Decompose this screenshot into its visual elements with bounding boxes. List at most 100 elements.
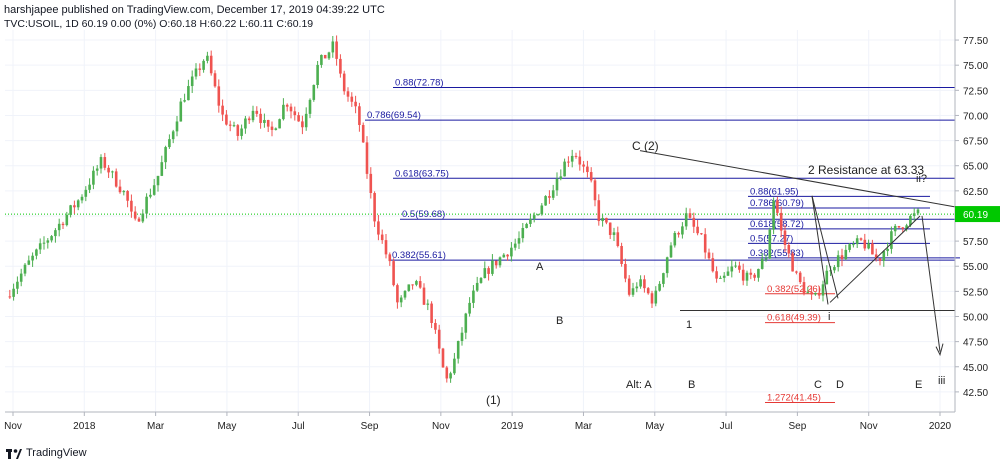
candle-body <box>99 157 103 169</box>
candle-body <box>456 341 460 359</box>
fib-level-label: 0.786(69.54) <box>367 110 421 121</box>
candle-body <box>817 292 821 296</box>
candle-body <box>529 218 532 224</box>
fib-level-label: 0.5(57.27) <box>750 233 793 244</box>
candle-body <box>342 73 346 92</box>
candle-body <box>312 84 316 100</box>
brand-name: TradingView <box>26 447 87 459</box>
wave-label: 1 <box>686 319 692 331</box>
candle-body <box>323 54 327 59</box>
x-tick-label: 2018 <box>73 421 96 432</box>
candle-body <box>426 303 430 305</box>
x-tick-label: Nov <box>4 421 22 432</box>
chart-header: harshjapee published on TradingView.com,… <box>4 3 385 31</box>
candle-body <box>407 284 411 291</box>
candle-body <box>821 284 825 296</box>
tradingview-brand[interactable]: TradingView <box>6 447 87 459</box>
wave-label: C (2) <box>632 139 659 153</box>
candle-body <box>502 254 506 258</box>
candle-body <box>19 273 23 282</box>
candle-body <box>551 190 555 198</box>
candle-body <box>650 293 654 304</box>
candle-body <box>810 292 813 295</box>
candle-body <box>126 191 129 201</box>
wave-label: iii <box>938 375 945 387</box>
y-tick-label: 67.50 <box>963 137 988 148</box>
candle-body <box>472 290 475 303</box>
candle-body <box>358 106 361 125</box>
candle-body <box>380 234 384 241</box>
price-axis[interactable]: 42.5045.0047.5050.0052.5055.0057.5060.00… <box>954 0 1000 412</box>
candle-body <box>346 91 350 97</box>
x-tick-label: 2020 <box>929 421 952 432</box>
y-tick-label: 72.50 <box>963 86 988 97</box>
candle-body <box>282 104 285 120</box>
x-tick-label: Mar <box>147 421 165 432</box>
candle-body <box>901 227 905 229</box>
y-tick-label: 52.50 <box>963 287 988 298</box>
x-tick-label: May <box>217 421 236 432</box>
candle-body <box>905 225 908 229</box>
candle-body <box>232 125 236 127</box>
candle-body <box>506 254 509 257</box>
candle-body <box>69 205 72 215</box>
candle-body <box>73 205 76 208</box>
candle-body <box>586 166 589 173</box>
candle-body <box>156 175 160 186</box>
candle-body <box>483 268 487 279</box>
candle-body <box>669 245 673 258</box>
candle-body <box>521 227 525 239</box>
candle-body <box>582 164 585 167</box>
candle-body <box>437 329 441 349</box>
fib-level-label: 0.618(58.72) <box>750 219 804 230</box>
trend-lines <box>639 150 956 357</box>
fib-level-label: 0.88(72.78) <box>395 78 444 89</box>
candle-body <box>783 230 787 246</box>
candle-body <box>760 258 764 269</box>
candle-body <box>183 100 186 102</box>
candle-body <box>916 209 920 214</box>
candle-body <box>912 213 916 216</box>
candles <box>8 35 920 383</box>
candle-body <box>605 217 608 223</box>
candle-body <box>802 282 806 294</box>
candle-body <box>418 281 422 288</box>
candle-body <box>137 218 141 222</box>
wave-label: (1) <box>486 393 501 407</box>
candle-body <box>130 200 133 212</box>
x-tick-label: Jul <box>292 421 305 432</box>
time-axis[interactable]: Nov 2018 Mar May Jul Sep Nov 2019 Mar May Jul Sep No… <box>4 411 955 432</box>
candle-body <box>266 119 270 127</box>
candle-body <box>293 111 297 116</box>
candle-body <box>16 281 19 289</box>
candle-body <box>852 244 855 246</box>
candle-body <box>745 272 749 281</box>
candle-body <box>848 244 851 250</box>
wave-label: 2 Resistance at 63.33 <box>808 163 924 177</box>
candle-body <box>365 142 369 174</box>
y-tick-label: 65.00 <box>963 162 988 173</box>
candle-body <box>255 110 259 114</box>
candle-body <box>213 73 217 87</box>
candle-body <box>422 287 426 305</box>
candle-body <box>510 247 513 257</box>
candle-body <box>658 283 661 291</box>
candle-body <box>715 271 718 279</box>
candle-body <box>179 101 183 122</box>
candle-body <box>624 263 627 279</box>
candle-body <box>8 296 12 298</box>
candle-body <box>149 194 152 197</box>
wave-label: D <box>836 379 844 391</box>
x-tick-label: 2019 <box>501 421 524 432</box>
candle-body <box>776 200 779 213</box>
candle-body <box>612 232 616 235</box>
candle-body <box>65 214 69 226</box>
candle-body <box>31 255 34 261</box>
fib-level-label: 0.618(63.75) <box>395 168 449 179</box>
candle-body <box>578 156 582 165</box>
candle-body <box>909 215 912 226</box>
candle-body <box>42 242 46 244</box>
candle-body <box>768 229 772 259</box>
candle-body <box>434 322 437 330</box>
